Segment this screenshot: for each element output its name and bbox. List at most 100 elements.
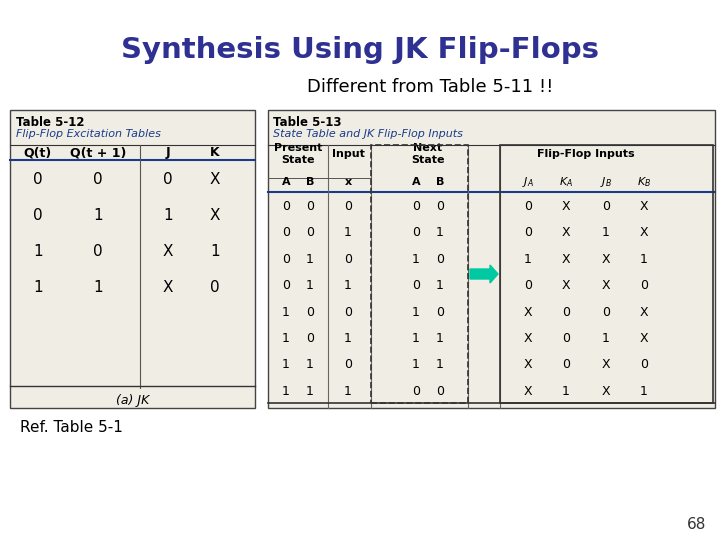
Text: X: X <box>210 172 220 187</box>
Text: 0: 0 <box>524 200 532 213</box>
Text: X: X <box>639 200 648 213</box>
Text: X: X <box>163 280 174 295</box>
Text: $\mathit{J}_A$: $\mathit{J}_A$ <box>522 175 534 189</box>
Text: 0: 0 <box>344 306 352 319</box>
Text: 0: 0 <box>436 306 444 319</box>
Text: 1: 1 <box>524 253 532 266</box>
Text: X: X <box>562 226 570 239</box>
Text: 0: 0 <box>163 172 173 187</box>
Text: 0: 0 <box>436 253 444 266</box>
Text: $\mathit{J}_B$: $\mathit{J}_B$ <box>600 175 612 189</box>
Bar <box>268 110 715 408</box>
Text: 0: 0 <box>282 279 290 292</box>
Text: X: X <box>523 306 532 319</box>
Text: X: X <box>562 253 570 266</box>
Text: 0: 0 <box>306 200 314 213</box>
Text: X: X <box>523 384 532 397</box>
Text: 1: 1 <box>306 279 314 292</box>
Text: 0: 0 <box>282 200 290 213</box>
Text: 0: 0 <box>306 332 314 345</box>
Text: 0: 0 <box>344 358 352 372</box>
Text: 0: 0 <box>412 384 420 397</box>
Text: A: A <box>412 177 420 187</box>
Text: X: X <box>562 279 570 292</box>
Text: B: B <box>306 177 314 187</box>
Text: X: X <box>639 332 648 345</box>
Text: 0: 0 <box>33 172 42 187</box>
Text: Table 5-12: Table 5-12 <box>16 116 84 129</box>
Text: 1: 1 <box>436 279 444 292</box>
Text: 1: 1 <box>602 332 610 345</box>
Text: 0: 0 <box>210 280 220 295</box>
Text: 0: 0 <box>93 172 103 187</box>
Text: 0: 0 <box>602 200 610 213</box>
Text: Flip-Flop Excitation Tables: Flip-Flop Excitation Tables <box>16 129 161 139</box>
Text: Synthesis Using JK Flip-Flops: Synthesis Using JK Flip-Flops <box>121 36 599 64</box>
Text: Present
State: Present State <box>274 144 322 165</box>
Text: 1: 1 <box>436 332 444 345</box>
Text: 1: 1 <box>640 253 648 266</box>
Text: 1: 1 <box>640 384 648 397</box>
Text: X: X <box>602 253 611 266</box>
Text: Q(t): Q(t) <box>24 146 52 159</box>
Text: 0: 0 <box>562 306 570 319</box>
Text: X: X <box>639 226 648 239</box>
Text: 1: 1 <box>436 358 444 372</box>
Text: $\mathit{K}_A$: $\mathit{K}_A$ <box>559 175 573 189</box>
Text: Flip-Flop Inputs: Flip-Flop Inputs <box>537 149 635 159</box>
Text: X: X <box>210 208 220 224</box>
Text: 0: 0 <box>436 200 444 213</box>
Text: X: X <box>523 358 532 372</box>
Text: $\mathit{K}_B$: $\mathit{K}_B$ <box>637 175 651 189</box>
Text: 1: 1 <box>210 245 220 260</box>
FancyArrow shape <box>470 265 498 283</box>
Text: 0: 0 <box>306 226 314 239</box>
Text: 0: 0 <box>436 384 444 397</box>
Text: 1: 1 <box>344 226 352 239</box>
Text: 1: 1 <box>282 358 290 372</box>
Text: 0: 0 <box>524 279 532 292</box>
Text: 1: 1 <box>93 280 103 295</box>
Text: 1: 1 <box>93 208 103 224</box>
Bar <box>371 145 468 403</box>
Text: x: x <box>344 177 351 187</box>
Text: 0: 0 <box>640 279 648 292</box>
Text: 1: 1 <box>602 226 610 239</box>
Text: 1: 1 <box>163 208 173 224</box>
Text: A: A <box>282 177 290 187</box>
Text: 0: 0 <box>524 226 532 239</box>
Text: 1: 1 <box>436 226 444 239</box>
Text: 1: 1 <box>33 245 42 260</box>
Text: 0: 0 <box>282 226 290 239</box>
Text: 1: 1 <box>412 332 420 345</box>
Text: 0: 0 <box>412 279 420 292</box>
Text: Next
State: Next State <box>411 144 445 165</box>
Text: 0: 0 <box>33 208 42 224</box>
Text: 1: 1 <box>412 358 420 372</box>
Text: 0: 0 <box>562 332 570 345</box>
Text: Q(t + 1): Q(t + 1) <box>70 146 126 159</box>
Text: Table 5-13: Table 5-13 <box>273 116 341 129</box>
Text: (a) JK: (a) JK <box>116 394 149 407</box>
Text: 68: 68 <box>687 517 706 532</box>
Text: X: X <box>163 245 174 260</box>
Text: 0: 0 <box>640 358 648 372</box>
Text: 0: 0 <box>562 358 570 372</box>
Text: 1: 1 <box>306 253 314 266</box>
Text: B: B <box>436 177 444 187</box>
Text: X: X <box>523 332 532 345</box>
Text: Different from Table 5-11 !!: Different from Table 5-11 !! <box>307 78 553 96</box>
Text: 1: 1 <box>306 358 314 372</box>
Text: 1: 1 <box>562 384 570 397</box>
Text: Input: Input <box>332 149 364 159</box>
Text: X: X <box>602 279 611 292</box>
Text: X: X <box>602 358 611 372</box>
Text: Ref. Table 5-1: Ref. Table 5-1 <box>20 420 123 435</box>
Text: 0: 0 <box>602 306 610 319</box>
Text: 0: 0 <box>412 226 420 239</box>
Text: 0: 0 <box>344 200 352 213</box>
Text: X: X <box>602 384 611 397</box>
Text: 0: 0 <box>93 245 103 260</box>
Text: 1: 1 <box>344 332 352 345</box>
Text: 1: 1 <box>412 253 420 266</box>
